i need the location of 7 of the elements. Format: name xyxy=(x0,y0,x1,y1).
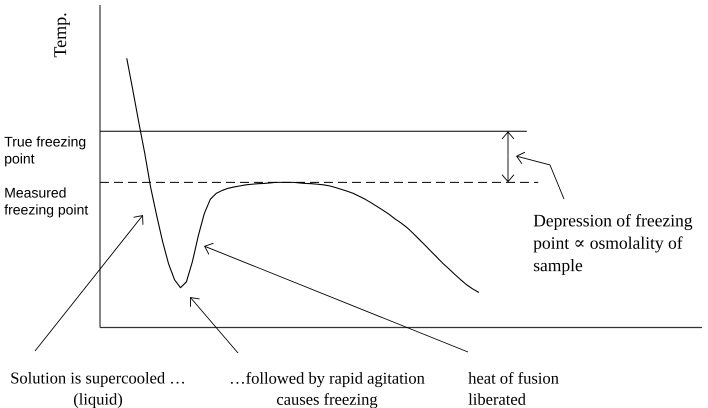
text: heat of fusion liberated xyxy=(468,372,559,405)
text: …followed by rapid agitation causes freezing xyxy=(230,372,425,408)
y-axis-title: Temp. xyxy=(54,13,70,58)
ref-line-label: True freezing point xyxy=(4,136,86,166)
ref-line-label: Measured freezing point xyxy=(4,187,88,218)
annotation: Depression of freezing point ∝ osmolality of sample xyxy=(533,214,692,275)
text: Solution is supercooled … (liquid) xyxy=(11,372,184,408)
